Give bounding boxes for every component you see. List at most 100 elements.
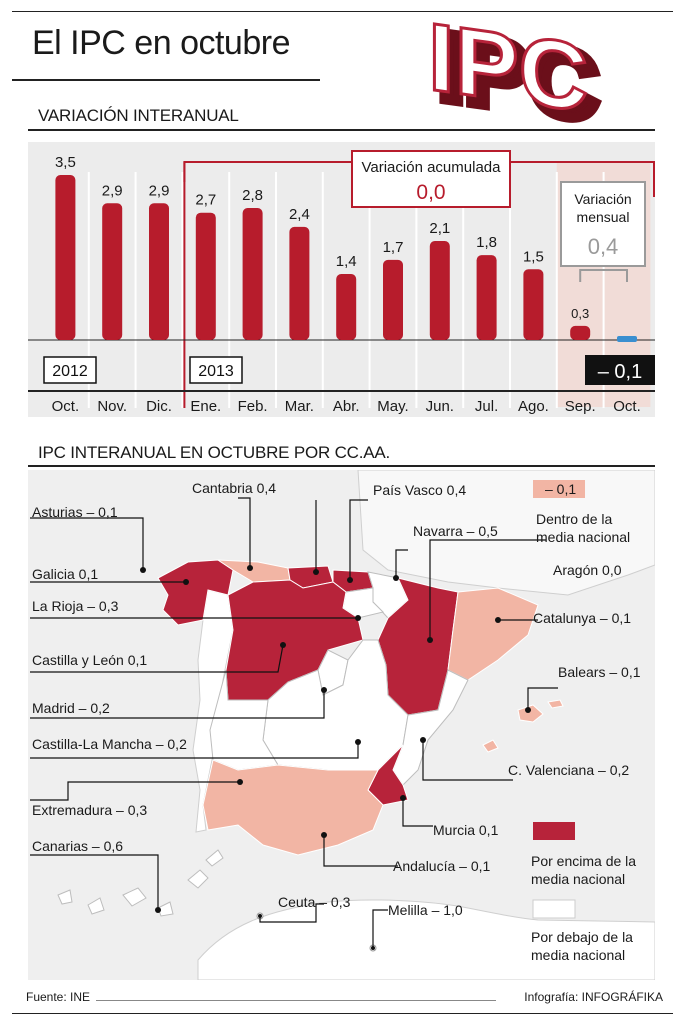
leader-castilla-la-mancha bbox=[30, 742, 359, 759]
section-title-ccaa: IPC INTERANUAL EN OCTUBRE POR CC.AA. bbox=[38, 443, 391, 462]
category-label: Dic. bbox=[146, 398, 172, 415]
legend-below-text-1: Por debajo de la bbox=[531, 929, 633, 945]
bar-10 bbox=[523, 269, 544, 340]
spain-map bbox=[30, 470, 655, 980]
label-valenciana: C. Valenciana – 0,2 bbox=[508, 762, 630, 778]
footer-rule bbox=[96, 1000, 496, 1001]
leader-pais-vasco bbox=[349, 499, 368, 580]
legend-above-text-2: media nacional bbox=[531, 871, 626, 887]
category-label: Oct. bbox=[52, 398, 80, 415]
legend-within-text-2: media nacional bbox=[536, 529, 631, 545]
acumulada-label: Variación acumulada bbox=[362, 159, 502, 176]
category-label: May. bbox=[377, 398, 408, 415]
category-label: Ago. bbox=[518, 398, 549, 415]
label-balears: Balears – 0,1 bbox=[558, 664, 641, 680]
bar-value-label: 2,4 bbox=[289, 206, 310, 223]
bar-11 bbox=[570, 325, 591, 340]
bar-value-label: 2,9 bbox=[102, 182, 123, 199]
mensual-box bbox=[560, 181, 646, 267]
legend-swatch-above bbox=[533, 822, 575, 840]
leader-extremadura bbox=[30, 781, 240, 801]
region-balears-menorca bbox=[547, 699, 564, 709]
mensual-bracket bbox=[579, 269, 628, 282]
bar-4 bbox=[242, 208, 263, 340]
label-galicia: Galicia 0,1 bbox=[32, 566, 99, 582]
legend-above-text-1: Por encima de la bbox=[531, 853, 637, 869]
bar-6 bbox=[336, 274, 357, 340]
region-canarias-1 bbox=[57, 889, 73, 905]
leader-valenciana bbox=[422, 740, 513, 781]
label-castilla-la-mancha: Castilla-La Mancha – 0,2 bbox=[32, 736, 187, 752]
bar-value-label: 1,5 bbox=[523, 248, 544, 265]
bar-value-label: 2,8 bbox=[242, 187, 263, 204]
region-balears-ibiza bbox=[482, 739, 499, 753]
leader-cantabria bbox=[238, 497, 251, 568]
acumulada-box bbox=[351, 150, 511, 208]
year-label-box bbox=[43, 356, 97, 384]
bar-3 bbox=[195, 212, 216, 340]
bar-0 bbox=[55, 175, 76, 340]
bar-value-label: 1,7 bbox=[383, 239, 404, 256]
label-asturias: Asturias – 0,1 bbox=[32, 504, 118, 520]
label-catalunya: Catalunya – 0,1 bbox=[533, 610, 632, 626]
region-andalucia bbox=[202, 759, 384, 856]
section1-rule bbox=[28, 129, 655, 131]
leader-canarias bbox=[30, 854, 159, 910]
france bbox=[357, 470, 655, 596]
bottom-rule bbox=[12, 1013, 673, 1014]
label-madrid: Madrid – 0,2 bbox=[32, 700, 110, 716]
region-canarias-6 bbox=[205, 849, 224, 867]
label-melilla: Melilla – 1,0 bbox=[388, 902, 463, 918]
leader-navarra bbox=[395, 549, 408, 578]
leader-castilla-leon bbox=[30, 644, 284, 673]
category-label: Nov. bbox=[97, 398, 127, 415]
bar-value-label: 1,4 bbox=[336, 253, 357, 270]
leader-melilla bbox=[372, 909, 388, 948]
label-ceuta: Ceuta – 0,3 bbox=[278, 894, 351, 910]
mensual-label-1: Variación bbox=[574, 191, 631, 207]
bar-value-label: 2,7 bbox=[195, 192, 216, 209]
category-label: Jul. bbox=[475, 398, 498, 415]
bar-1 bbox=[102, 203, 123, 340]
mensual-value: 0,4 bbox=[588, 234, 619, 259]
bar-value-label: 2,9 bbox=[149, 182, 170, 199]
category-label: Ene. bbox=[190, 398, 221, 415]
label-cantabria: Cantabria 0,4 bbox=[192, 480, 277, 496]
bar-9 bbox=[476, 255, 497, 340]
legend-below-text-2: media nacional bbox=[531, 947, 626, 963]
chart-panel: 3,5 Oct. 2,9 Nov. 2,9 Dic. 2,7 Ene. 2,8 Feb. 2,4 Ma… bbox=[28, 142, 655, 417]
category-label: Sep. bbox=[565, 398, 596, 415]
category-label: Mar. bbox=[285, 398, 314, 415]
category-label: Abr. bbox=[333, 398, 360, 415]
region-canarias-3 bbox=[122, 887, 147, 907]
label-castilla-leon: Castilla y León 0,1 bbox=[32, 652, 148, 668]
region-catalunya bbox=[447, 587, 539, 681]
top-rule bbox=[12, 11, 673, 12]
leader-murcia bbox=[402, 798, 433, 827]
bar-value-label: 1,8 bbox=[476, 234, 497, 251]
bar-12 bbox=[617, 336, 637, 342]
africa-coast bbox=[197, 899, 655, 980]
legend-within-value: – 0,1 bbox=[545, 481, 577, 497]
region-canarias-4 bbox=[157, 901, 174, 917]
region-canarias-2 bbox=[87, 897, 105, 915]
bar-2 bbox=[149, 203, 169, 340]
label-extremadura: Extremadura – 0,3 bbox=[32, 802, 148, 818]
negative-value-label: – 0,1 bbox=[598, 361, 642, 383]
legend-swatch-below bbox=[532, 899, 576, 919]
legend-within-text-1: Dentro de la bbox=[536, 511, 613, 527]
page-title: El IPC en octubre bbox=[32, 24, 290, 62]
category-label: Feb. bbox=[238, 398, 268, 415]
leader-madrid bbox=[30, 690, 325, 719]
year-label-box bbox=[189, 356, 243, 384]
category-label: Jun. bbox=[426, 398, 454, 415]
footer-source: Fuente: INE bbox=[26, 990, 91, 1004]
section-title-interanual: VARIACIÓN INTERANUAL bbox=[38, 106, 239, 125]
bar-chart: 3,5 Oct. 2,9 Nov. 2,9 Dic. 2,7 Ene. 2,8 Feb. 2,4 Ma… bbox=[28, 150, 655, 415]
mensual-label-2: mensual bbox=[577, 209, 630, 225]
ipc-logo: IPC IPC bbox=[427, 8, 604, 128]
label-aragon: Aragón 0,0 bbox=[553, 562, 622, 578]
bar-value-label: 3,5 bbox=[55, 154, 76, 171]
negative-value-box bbox=[585, 355, 655, 385]
year-label: 2013 bbox=[198, 363, 234, 380]
